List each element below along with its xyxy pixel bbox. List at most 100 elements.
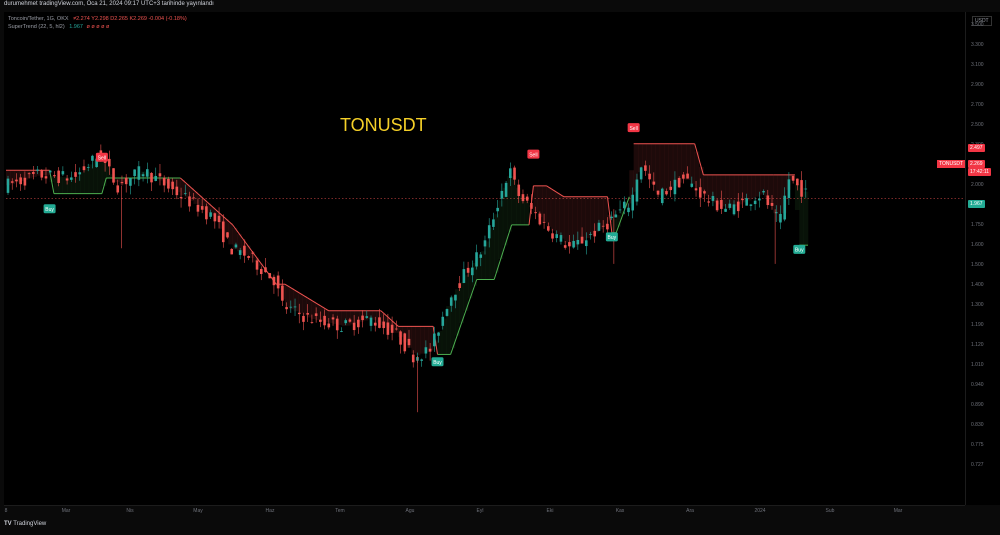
supertrend-fill bbox=[311, 301, 316, 320]
candle-body bbox=[445, 309, 449, 316]
supertrend-fill bbox=[114, 178, 120, 182]
supertrend-fill bbox=[284, 285, 290, 308]
candle-body bbox=[698, 187, 702, 198]
candle-body bbox=[411, 354, 415, 363]
supertrend-fill bbox=[624, 202, 630, 208]
supertrend-fill bbox=[245, 245, 251, 256]
supertrend-fill bbox=[180, 180, 186, 196]
candle-body bbox=[644, 165, 647, 171]
supertrend-fill bbox=[372, 310, 377, 320]
publish-header: durumehmet tradingView.com, Oca 21, 2024… bbox=[4, 1, 214, 7]
supertrend-fill bbox=[49, 175, 55, 182]
candle-body bbox=[297, 312, 301, 315]
supertrend-segment bbox=[380, 310, 399, 327]
candle-body bbox=[167, 178, 170, 189]
candle-body bbox=[407, 338, 411, 346]
time-tick-2024: 2024 bbox=[754, 508, 766, 514]
signal-sell-label: Sell bbox=[98, 156, 106, 162]
supertrend-fill bbox=[803, 191, 809, 246]
candle-body bbox=[428, 348, 432, 352]
supertrend-fill bbox=[616, 215, 621, 227]
supertrend-fill bbox=[415, 326, 421, 356]
supertrend-fill bbox=[690, 143, 695, 184]
supertrend-fill bbox=[768, 174, 774, 206]
candle-body bbox=[86, 167, 90, 168]
supertrend-fill bbox=[62, 177, 68, 194]
supertrend-fill bbox=[572, 196, 578, 247]
supertrend-fill bbox=[555, 192, 560, 235]
candle-body bbox=[618, 209, 622, 211]
candle-body bbox=[479, 254, 483, 258]
price-tick-0.727: 0.727 bbox=[971, 462, 984, 468]
price-tick-1.010: 1.010 bbox=[971, 362, 984, 368]
candle-body bbox=[732, 204, 736, 215]
supertrend-fill bbox=[585, 196, 591, 239]
candle-body bbox=[796, 178, 799, 186]
candle-body bbox=[525, 196, 529, 201]
candle-body bbox=[770, 202, 774, 206]
price-tick-3.300: 3.300 bbox=[971, 42, 984, 48]
candle-body bbox=[800, 180, 803, 197]
candle-body bbox=[15, 179, 18, 182]
price-tick-3.500: 3.500 bbox=[971, 22, 984, 28]
candle-body bbox=[741, 198, 744, 201]
candle-body bbox=[281, 285, 284, 301]
tradingview-logo[interactable]: TV TradingView bbox=[4, 521, 46, 527]
candle-body bbox=[247, 255, 250, 258]
currency-label[interactable]: USDT bbox=[972, 16, 992, 26]
candle-body bbox=[542, 221, 546, 223]
candle-body bbox=[238, 250, 242, 255]
plot-area[interactable] bbox=[4, 12, 965, 505]
candle-body bbox=[728, 203, 732, 208]
supertrend-fill bbox=[459, 282, 464, 324]
supertrend-fill bbox=[489, 227, 495, 280]
supertrend-fill bbox=[411, 326, 417, 354]
price-tick-1.190: 1.190 bbox=[971, 322, 984, 328]
supertrend-fill bbox=[559, 195, 565, 239]
supertrend-fill bbox=[45, 170, 50, 176]
supertrend-fill bbox=[646, 143, 652, 176]
candle-body bbox=[74, 172, 77, 177]
candle-body bbox=[627, 207, 630, 213]
supertrend-fill bbox=[576, 196, 582, 244]
time-tick-eyl: Eyl bbox=[476, 508, 484, 514]
supertrend-segment bbox=[615, 196, 630, 233]
indicator-legend-label: SuperTrend (22, 5, hl2) bbox=[8, 24, 65, 30]
candle-body bbox=[749, 204, 753, 206]
supertrend-fill bbox=[215, 211, 220, 221]
candle-body bbox=[576, 239, 580, 245]
candle-body bbox=[682, 174, 685, 179]
candle-body bbox=[462, 269, 466, 283]
candle-body bbox=[762, 191, 765, 193]
supertrend-fill bbox=[594, 196, 600, 233]
supertrend-fill bbox=[707, 174, 713, 200]
candle-body bbox=[580, 236, 584, 244]
candle-body bbox=[209, 212, 212, 217]
candle-body bbox=[555, 234, 559, 239]
supertrend-fill bbox=[642, 143, 648, 167]
last-price-label: 2.269 bbox=[968, 160, 985, 168]
supertrend-fill bbox=[603, 196, 608, 227]
candle-body bbox=[112, 168, 115, 183]
time-axis[interactable] bbox=[4, 505, 965, 516]
signal-buy-badge bbox=[43, 204, 56, 214]
supertrend-fill bbox=[97, 156, 103, 194]
indicator-value: 1.967 bbox=[69, 24, 83, 30]
price-tick-0.775: 0.775 bbox=[971, 442, 984, 448]
supertrend-fill bbox=[315, 304, 321, 320]
price-axis[interactable] bbox=[965, 12, 1000, 505]
candle-body bbox=[378, 317, 381, 328]
candle-body bbox=[150, 172, 153, 183]
price-tick-1.400: 1.400 bbox=[971, 282, 984, 288]
supertrend-fill bbox=[668, 143, 674, 189]
symbol-legend[interactable]: Toncoin/Tether, 1G, OKX ≠2.274 Y2.298 D2… bbox=[8, 16, 187, 22]
candle-body bbox=[357, 319, 360, 328]
time-tick-mar: Mar bbox=[61, 508, 71, 514]
supertrend-fill bbox=[685, 143, 691, 180]
candle-body bbox=[563, 245, 567, 248]
supertrend-fill bbox=[341, 310, 347, 326]
supertrend-green-label: 1.967 bbox=[968, 200, 985, 208]
supertrend-fill bbox=[542, 185, 547, 223]
indicator-legend[interactable]: SuperTrend (22, 5, hl2) 1.967 ø ø ø ø ø bbox=[8, 24, 109, 30]
supertrend-fill bbox=[485, 241, 491, 280]
